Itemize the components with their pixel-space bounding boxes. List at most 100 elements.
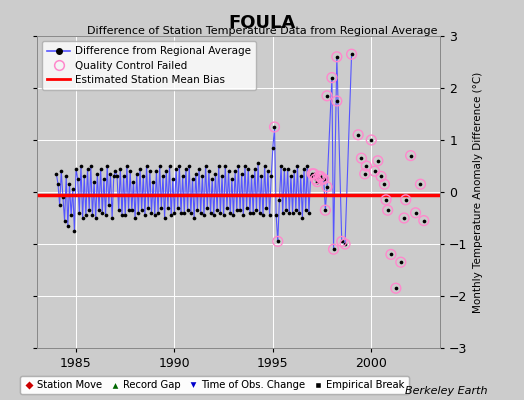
Point: [244, 166, 253, 172]
Point: [391, 285, 400, 291]
Point: [270, 124, 279, 130]
Point: [370, 168, 379, 174]
Point: [108, 215, 116, 221]
Point: [241, 163, 249, 169]
Point: [144, 204, 152, 211]
Point: [152, 168, 160, 174]
Point: [169, 176, 177, 182]
Point: [298, 215, 307, 221]
Point: [90, 178, 99, 185]
Point: [361, 170, 369, 177]
Point: [283, 166, 292, 172]
Point: [260, 163, 269, 169]
Point: [382, 197, 390, 203]
Point: [310, 170, 318, 177]
Point: [318, 176, 326, 182]
Point: [80, 173, 89, 180]
Point: [133, 170, 141, 177]
Point: [59, 194, 67, 200]
Point: [147, 210, 156, 216]
Point: [75, 210, 83, 216]
Point: [259, 212, 267, 218]
Point: [384, 207, 392, 214]
Point: [313, 178, 321, 185]
Point: [124, 207, 133, 214]
Point: [250, 166, 259, 172]
Point: [357, 155, 366, 161]
Point: [308, 170, 316, 177]
Point: [328, 74, 336, 81]
Point: [282, 207, 290, 214]
Point: [110, 173, 118, 180]
Point: [214, 163, 223, 169]
Point: [210, 212, 218, 218]
Point: [192, 170, 200, 177]
Point: [103, 163, 112, 169]
Point: [115, 207, 123, 214]
Point: [420, 218, 428, 224]
Point: [149, 178, 157, 185]
Point: [307, 173, 315, 180]
Point: [308, 170, 316, 177]
Point: [354, 132, 362, 138]
Point: [111, 168, 119, 174]
Point: [159, 173, 167, 180]
Point: [216, 210, 225, 216]
Point: [62, 173, 70, 180]
Point: [239, 212, 247, 218]
Point: [66, 181, 74, 187]
Point: [227, 176, 236, 182]
Point: [362, 163, 370, 169]
Point: [269, 145, 277, 151]
Point: [292, 207, 300, 214]
Point: [83, 166, 92, 172]
Point: [220, 212, 228, 218]
Point: [411, 210, 420, 216]
Point: [224, 168, 233, 174]
Point: [221, 163, 230, 169]
Point: [362, 163, 370, 169]
Point: [118, 212, 126, 218]
Point: [177, 210, 185, 216]
Point: [287, 173, 295, 180]
Point: [323, 184, 331, 190]
Point: [310, 170, 318, 177]
Point: [357, 155, 366, 161]
Point: [154, 210, 162, 216]
Point: [157, 204, 166, 211]
Point: [136, 166, 144, 172]
Point: [126, 168, 134, 174]
Point: [98, 210, 106, 216]
Point: [316, 173, 325, 180]
Point: [139, 173, 147, 180]
Point: [274, 238, 282, 244]
Point: [293, 163, 302, 169]
Point: [93, 170, 102, 177]
Point: [333, 98, 341, 104]
Point: [185, 163, 193, 169]
Point: [113, 173, 121, 180]
Point: [175, 163, 183, 169]
Point: [167, 212, 176, 218]
Point: [314, 173, 323, 180]
Point: [264, 168, 272, 174]
Point: [313, 178, 321, 185]
Point: [320, 176, 328, 182]
Point: [88, 212, 96, 218]
Point: [208, 176, 216, 182]
Point: [323, 93, 331, 99]
Point: [183, 207, 192, 214]
Point: [407, 152, 415, 159]
Point: [234, 163, 243, 169]
Point: [397, 259, 405, 266]
Point: [411, 210, 420, 216]
Point: [333, 54, 341, 60]
Point: [226, 210, 234, 216]
Point: [391, 285, 400, 291]
Point: [56, 202, 64, 208]
Point: [193, 207, 202, 214]
Point: [121, 212, 129, 218]
Point: [243, 204, 251, 211]
Point: [233, 207, 241, 214]
Point: [73, 176, 82, 182]
